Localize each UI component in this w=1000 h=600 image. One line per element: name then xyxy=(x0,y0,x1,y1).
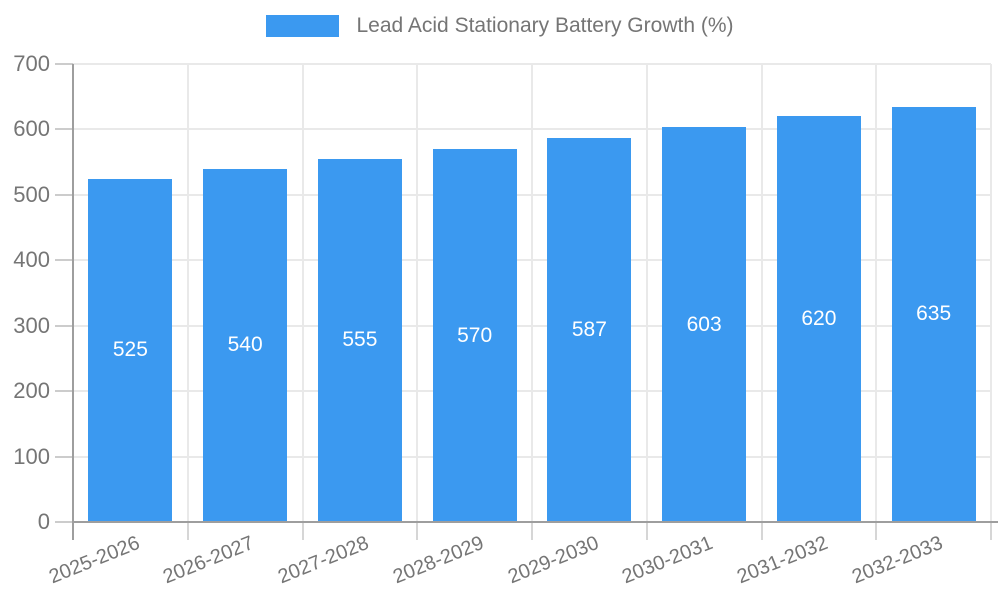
gridline-vertical xyxy=(875,64,878,522)
gridline-vertical xyxy=(531,64,533,522)
x-axis-tick xyxy=(645,522,648,540)
y-axis-tick xyxy=(55,521,73,523)
x-axis-tick xyxy=(531,522,533,540)
gridline-vertical xyxy=(760,64,763,522)
y-axis-tick xyxy=(55,455,73,458)
gridline-vertical xyxy=(645,64,648,522)
x-axis-tick xyxy=(990,522,992,540)
gridline-vertical xyxy=(186,64,189,522)
bar[interactable] xyxy=(432,149,517,522)
y-axis-tick xyxy=(55,390,73,393)
y-axis-tick xyxy=(55,324,73,327)
y-axis-tick-label: 200 xyxy=(13,378,50,404)
y-axis-tick xyxy=(55,259,73,262)
gridline-vertical xyxy=(990,64,992,522)
y-axis-tick xyxy=(55,128,73,131)
x-axis-tick xyxy=(416,522,419,540)
gridline-vertical xyxy=(416,64,419,522)
x-axis-category-label: 2027-2028 xyxy=(275,532,373,589)
x-axis-category-label: 2026-2027 xyxy=(160,532,258,589)
x-axis-category-label: 2032-2033 xyxy=(848,532,946,589)
legend-swatch-icon xyxy=(266,15,340,37)
y-axis-tick-label: 600 xyxy=(13,116,50,142)
bar[interactable] xyxy=(547,137,632,522)
x-axis-category-label: 2025-2026 xyxy=(45,532,143,589)
x-axis-category-label: 2029-2030 xyxy=(504,532,602,589)
y-axis-line xyxy=(72,64,74,540)
y-axis-tick-label: 100 xyxy=(13,443,50,469)
y-axis-tick-label: 400 xyxy=(13,247,50,273)
x-axis-tick xyxy=(301,522,304,540)
y-axis-tick xyxy=(55,193,73,196)
y-axis-tick-label: 700 xyxy=(13,51,50,76)
y-axis-tick-label: 300 xyxy=(13,312,50,338)
bar[interactable] xyxy=(776,116,861,522)
y-axis-tick-label: 500 xyxy=(13,181,50,207)
y-axis-tick xyxy=(55,63,73,65)
bar[interactable] xyxy=(891,106,976,522)
bar[interactable] xyxy=(662,127,747,522)
chart-legend[interactable]: Lead Acid Stationary Battery Growth (%) xyxy=(0,14,1000,38)
x-axis-category-label: 2031-2032 xyxy=(734,532,832,589)
x-axis-tick xyxy=(760,522,763,540)
bar[interactable] xyxy=(317,158,402,522)
bar[interactable] xyxy=(88,178,173,522)
legend-label: Lead Acid Stationary Battery Growth (%) xyxy=(356,14,734,37)
x-axis-tick xyxy=(875,522,878,540)
x-axis-tick xyxy=(186,522,189,540)
x-axis-line xyxy=(73,521,998,523)
gridline-vertical xyxy=(301,64,304,522)
x-axis-category-label: 2030-2031 xyxy=(619,532,717,589)
y-axis-tick-label: 0 xyxy=(37,509,50,534)
x-axis-category-label: 2028-2029 xyxy=(389,532,487,589)
bar[interactable] xyxy=(203,168,288,522)
